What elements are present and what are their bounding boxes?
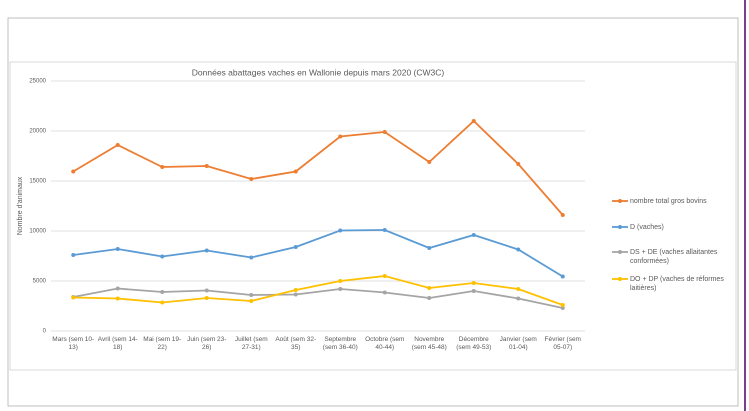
y-tick-label: 10000 <box>29 229 46 235</box>
point <box>204 288 209 293</box>
legend-label: DO + DP (vaches de réformes laitières) <box>630 275 724 292</box>
legend-label: nombre total gros bovins <box>630 197 707 205</box>
series-line <box>72 119 564 216</box>
point <box>516 162 521 166</box>
x-tick-label: Novembre (sem 45-48) <box>411 336 447 351</box>
legend-label: D (vaches) <box>630 223 664 231</box>
point <box>249 293 254 297</box>
point <box>516 247 521 252</box>
point <box>471 281 476 285</box>
x-tick-label: Mars (sem 10-13) <box>52 336 95 351</box>
point <box>71 169 76 174</box>
series-line <box>73 229 564 278</box>
point <box>338 228 343 233</box>
point <box>560 306 565 310</box>
legend-marker <box>618 277 622 281</box>
point <box>471 233 476 237</box>
point <box>516 296 521 301</box>
point <box>71 295 76 300</box>
point <box>516 287 521 291</box>
x-tick-label: Avril (sem 14-18) <box>97 336 138 351</box>
series-line <box>73 275 564 306</box>
chart-title: Données abattages vaches en Wallonie dep… <box>192 67 445 77</box>
x-tick-label: Février (sem 05-07) <box>544 336 581 351</box>
x-tick-label: Septembre (sem 36-40) <box>322 336 358 351</box>
chart-border <box>9 61 737 371</box>
point <box>293 169 298 174</box>
series-line <box>73 287 563 309</box>
point <box>382 130 387 134</box>
point <box>471 289 476 293</box>
point <box>338 134 343 139</box>
point <box>427 160 432 164</box>
point <box>249 255 254 260</box>
legend-label: DS + DE (vaches allaitantes conformées) <box>630 248 718 265</box>
y-tick-label: 20000 <box>29 129 46 135</box>
point <box>338 287 343 291</box>
point <box>204 296 209 300</box>
y-tick-label: 25000 <box>29 79 46 85</box>
x-tick-label: Août (sem 32-35) <box>275 336 317 351</box>
point <box>382 290 387 295</box>
point <box>293 288 298 292</box>
point <box>160 300 165 305</box>
point <box>560 274 565 279</box>
point <box>293 292 298 297</box>
legend-marker <box>618 250 622 254</box>
point <box>249 299 254 303</box>
x-tick-label: Mai (sem 19-22) <box>143 336 182 351</box>
point <box>471 119 476 123</box>
legend-marker <box>618 225 622 229</box>
point <box>427 286 432 290</box>
point <box>160 165 165 169</box>
point <box>427 246 432 250</box>
point <box>160 254 165 259</box>
y-tick-label: 0 <box>43 329 47 335</box>
point <box>338 279 343 283</box>
point <box>204 248 209 253</box>
x-tick-label: Janvier (sem 01-04) <box>499 336 537 351</box>
x-tick-label: Juin (sem 23-26) <box>187 336 227 351</box>
point <box>115 286 120 291</box>
point <box>160 290 165 294</box>
point <box>204 164 209 168</box>
point <box>560 303 565 307</box>
point <box>382 228 387 232</box>
point <box>382 274 387 278</box>
point <box>115 247 120 251</box>
y-axis-label: Nombre d'animaux <box>17 176 24 235</box>
frame <box>7 17 739 407</box>
point <box>560 213 565 217</box>
point <box>71 253 76 257</box>
x-tick-label: Octobre (sem 40-44) <box>365 336 405 351</box>
point <box>249 177 254 181</box>
y-tick-label: 15000 <box>29 179 46 185</box>
x-tick-label: Décembre (sem 49-53) <box>456 336 492 351</box>
legend-marker <box>618 199 622 203</box>
point <box>293 245 298 249</box>
point <box>427 296 432 300</box>
x-tick-label: Juillet (sem 27-31) <box>234 336 268 351</box>
y-tick-label: 5000 <box>33 279 47 285</box>
point <box>115 296 120 301</box>
point <box>115 143 120 147</box>
